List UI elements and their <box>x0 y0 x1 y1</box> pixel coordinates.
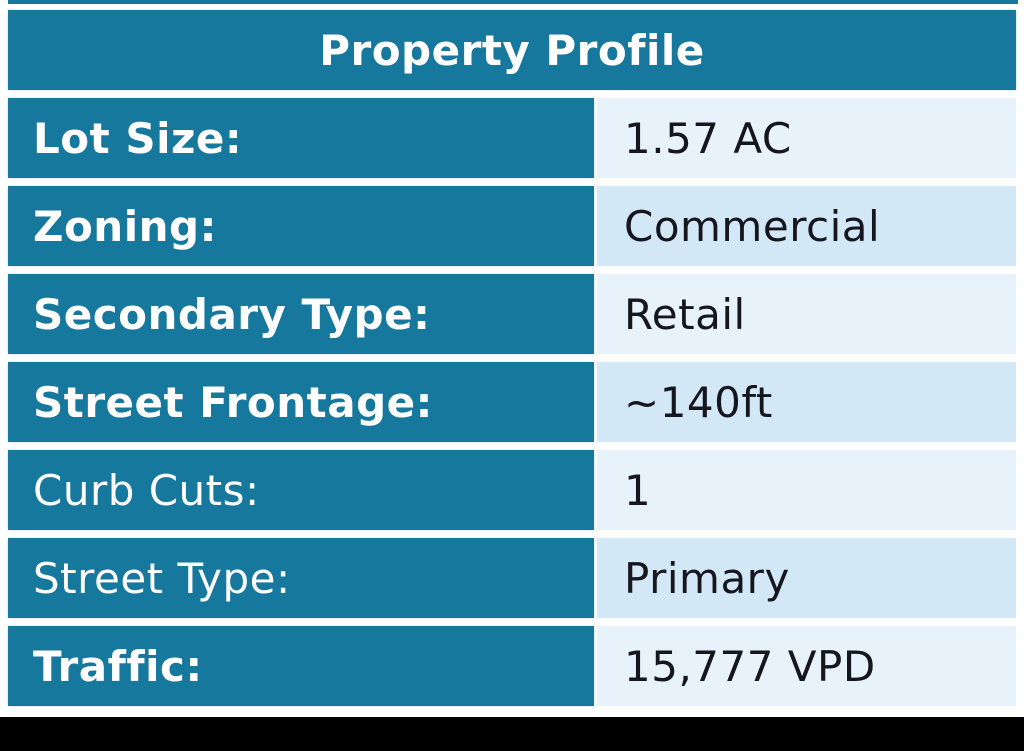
table-row-secondary-type: Secondary Type: Retail <box>8 274 1016 354</box>
row-value: 1 <box>597 450 1016 530</box>
table-row-curb-cuts: Curb Cuts: 1 <box>8 450 1016 530</box>
row-label: Lot Size: <box>8 98 594 178</box>
bottom-black-bar <box>0 717 1024 751</box>
row-label: Street Frontage: <box>8 362 594 442</box>
row-label: Street Type: <box>8 538 594 618</box>
top-edge-line <box>8 0 1018 4</box>
table-row-traffic: Traffic: 15,777 VPD <box>8 626 1016 706</box>
table-row-lot-size: Lot Size: 1.57 AC <box>8 98 1016 178</box>
row-value: Primary <box>597 538 1016 618</box>
table-row-street-type: Street Type: Primary <box>8 538 1016 618</box>
table-row-zoning: Zoning: Commercial <box>8 186 1016 266</box>
row-value: Commercial <box>597 186 1016 266</box>
row-value: 1.57 AC <box>597 98 1016 178</box>
row-label: Secondary Type: <box>8 274 594 354</box>
property-profile-table: Property Profile Lot Size: 1.57 AC Zonin… <box>8 10 1016 714</box>
row-value: 15,777 VPD <box>597 626 1016 706</box>
row-value: ~140ft <box>597 362 1016 442</box>
row-label: Zoning: <box>8 186 594 266</box>
row-label: Traffic: <box>8 626 594 706</box>
row-value: Retail <box>597 274 1016 354</box>
row-label: Curb Cuts: <box>8 450 594 530</box>
table-row-street-frontage: Street Frontage: ~140ft <box>8 362 1016 442</box>
table-header: Property Profile <box>8 10 1016 90</box>
table-title: Property Profile <box>319 25 705 75</box>
